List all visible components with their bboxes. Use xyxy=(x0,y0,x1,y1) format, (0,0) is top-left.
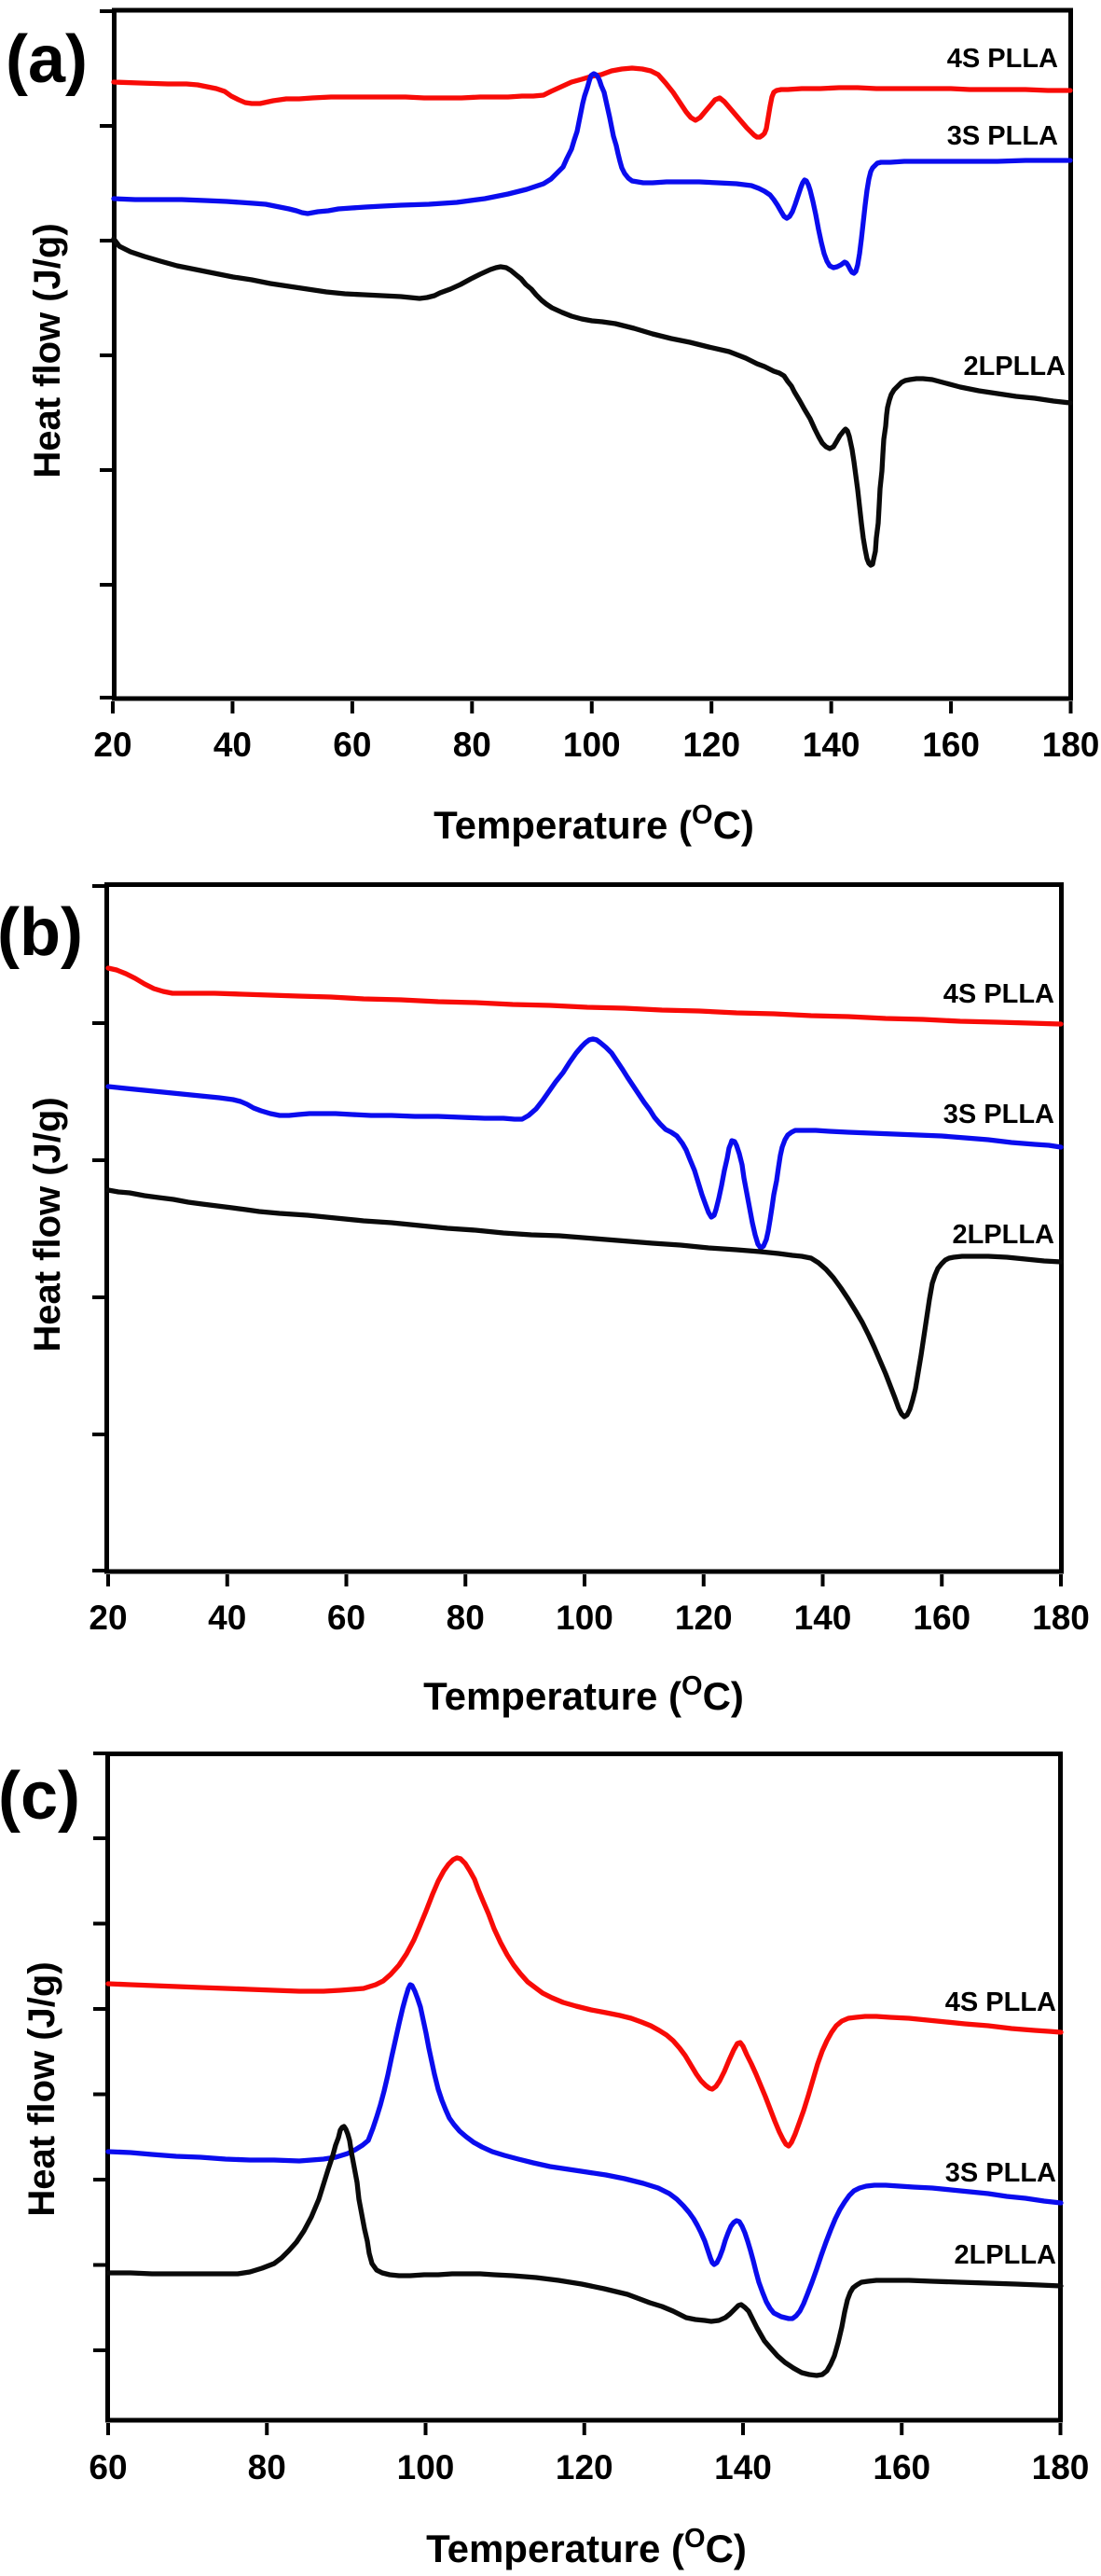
svg-text:100: 100 xyxy=(397,2448,455,2486)
svg-text:2LPLLA: 2LPLLA xyxy=(952,1220,1054,1250)
svg-text:140: 140 xyxy=(803,726,860,764)
svg-text:(c): (c) xyxy=(0,1759,80,1834)
svg-text:180: 180 xyxy=(1032,2448,1090,2486)
svg-text:Heat flow (J/g): Heat flow (J/g) xyxy=(21,1961,62,2216)
svg-text:4S PLLA: 4S PLLA xyxy=(943,979,1054,1009)
svg-text:2LPLLA: 2LPLLA xyxy=(954,2240,1056,2270)
svg-text:140: 140 xyxy=(794,1599,852,1637)
svg-text:4S PLLA: 4S PLLA xyxy=(945,1987,1056,2017)
svg-text:40: 40 xyxy=(208,1599,246,1637)
svg-text:160: 160 xyxy=(922,726,980,764)
svg-text:4S PLLA: 4S PLLA xyxy=(947,44,1058,74)
svg-text:80: 80 xyxy=(447,1599,485,1637)
svg-text:80: 80 xyxy=(453,726,491,764)
svg-text:(b): (b) xyxy=(0,895,83,970)
svg-text:Temperature (OC): Temperature (OC) xyxy=(423,1671,744,1718)
svg-text:Heat flow (J/g): Heat flow (J/g) xyxy=(27,1097,68,1351)
svg-text:60: 60 xyxy=(327,1599,365,1637)
svg-text:100: 100 xyxy=(563,726,621,764)
svg-text:60: 60 xyxy=(333,726,371,764)
svg-text:20: 20 xyxy=(93,726,131,764)
svg-text:3S PLLA: 3S PLLA xyxy=(945,2158,1056,2188)
svg-text:120: 120 xyxy=(556,2448,613,2486)
svg-text:80: 80 xyxy=(248,2448,286,2486)
svg-text:20: 20 xyxy=(89,1599,127,1637)
svg-text:3S PLLA: 3S PLLA xyxy=(943,1100,1054,1129)
svg-text:40: 40 xyxy=(213,726,252,764)
svg-text:120: 120 xyxy=(682,726,740,764)
svg-text:(a): (a) xyxy=(6,22,88,97)
svg-text:100: 100 xyxy=(556,1599,613,1637)
svg-text:60: 60 xyxy=(89,2448,127,2486)
svg-text:180: 180 xyxy=(1032,1599,1090,1637)
svg-text:160: 160 xyxy=(873,2448,930,2486)
svg-text:160: 160 xyxy=(913,1599,970,1637)
svg-text:2LPLLA: 2LPLLA xyxy=(963,352,1066,381)
svg-text:120: 120 xyxy=(675,1599,733,1637)
svg-text:Heat flow (J/g): Heat flow (J/g) xyxy=(27,223,68,478)
svg-text:140: 140 xyxy=(714,2448,772,2486)
svg-text:180: 180 xyxy=(1042,726,1100,764)
svg-text:3S PLLA: 3S PLLA xyxy=(947,121,1058,151)
